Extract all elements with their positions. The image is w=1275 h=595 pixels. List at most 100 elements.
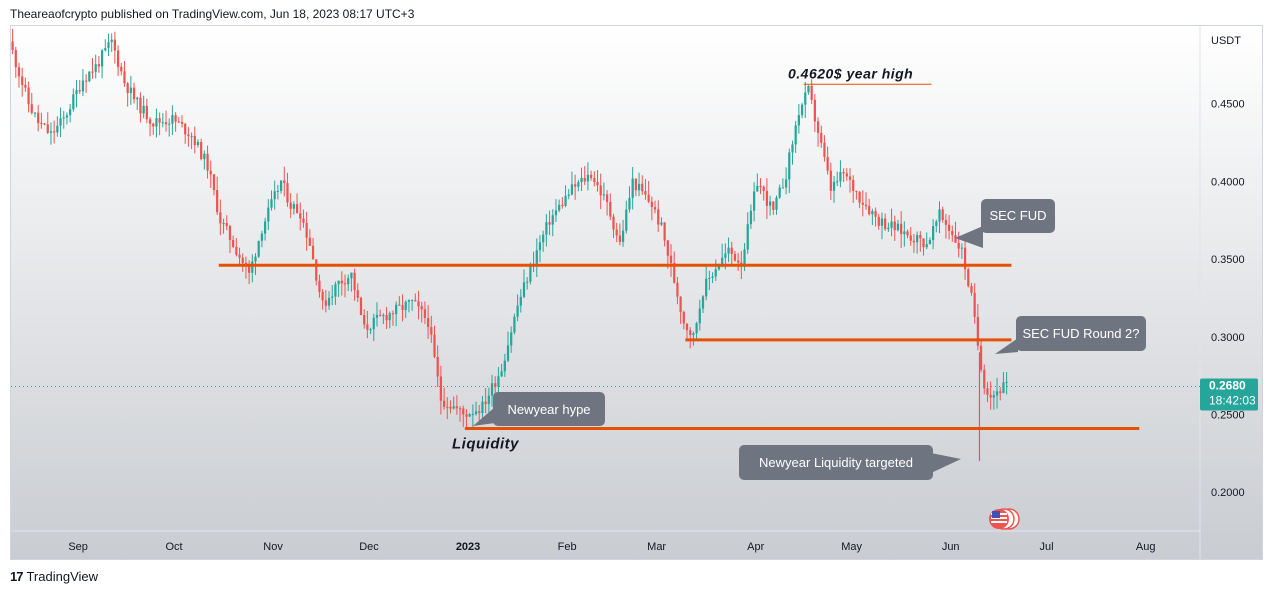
candle-body	[21, 76, 24, 85]
candle-body	[995, 391, 999, 396]
candle-body	[104, 48, 107, 51]
candle-body	[960, 247, 963, 249]
price-tick-label: 0.2500	[1211, 409, 1245, 421]
candle-body	[615, 229, 618, 236]
candle-body	[727, 247, 730, 254]
liquidity-label[interactable]: Liquidity	[452, 435, 519, 452]
candle-body	[225, 223, 228, 227]
candle-body	[142, 105, 145, 114]
candle-body	[62, 117, 65, 119]
candle-body	[836, 181, 839, 183]
candle-body	[212, 174, 216, 191]
candle-body	[567, 194, 570, 196]
candle-body	[446, 406, 449, 408]
time-tick-label: Sep	[68, 541, 88, 553]
candle-body	[788, 152, 791, 180]
candle-body	[200, 142, 203, 160]
candle-body	[970, 285, 973, 293]
candle-body	[737, 260, 740, 263]
candle-body	[168, 123, 171, 125]
candle-body	[407, 300, 411, 302]
candle-body	[689, 330, 692, 336]
candle-body	[973, 292, 976, 317]
sec-fud-round2-callout[interactable]: SEC FUD Round 2?	[995, 316, 1146, 354]
candle-body	[701, 296, 705, 309]
candle-body	[663, 222, 666, 241]
candles-layer	[11, 28, 1008, 462]
candle-body	[813, 99, 816, 122]
candle-body	[506, 345, 510, 361]
time-axis[interactable]: Sep Oct Nov Dec 2023 Feb Mar Apr May Jun Jul Aug	[68, 541, 1155, 553]
candle-body	[180, 121, 184, 124]
candle-body	[161, 122, 164, 124]
candle-body	[184, 123, 187, 135]
time-tick-label: Dec	[359, 541, 379, 553]
candle-body	[350, 272, 353, 279]
candle-body	[503, 360, 506, 372]
chart-area[interactable]: 0.2000 0.2500 0.3000 0.3500 0.4000 0.4500 Sep…	[10, 25, 1263, 560]
price-axis[interactable]: 0.2000 0.2500 0.3000 0.3500 0.4000 0.4500	[1211, 99, 1245, 499]
newyear-liquidity-text: Newyear Liquidity targeted	[759, 455, 913, 470]
candle-body	[625, 209, 628, 231]
candle-body	[784, 179, 788, 188]
candlestick-chart[interactable]: 0.2000 0.2500 0.3000 0.3500 0.4000 0.4500 Sep…	[11, 26, 1262, 559]
candle-body	[372, 317, 375, 330]
candle-body	[679, 296, 682, 313]
candle-body	[318, 280, 321, 292]
candle-body	[605, 194, 609, 202]
newyear-liquidity-callout[interactable]: Newyear Liquidity targeted	[739, 445, 961, 480]
candle-body	[158, 118, 161, 123]
price-tick-label: 0.4000	[1211, 176, 1245, 188]
candle-body	[538, 242, 542, 251]
candle-body	[411, 300, 414, 302]
candle-body	[379, 314, 382, 316]
candle-body	[922, 238, 925, 248]
candle-body	[27, 87, 30, 105]
candle-body	[682, 312, 685, 324]
newyear-hype-callout[interactable]: Newyear hype	[473, 392, 605, 426]
candle-body	[251, 261, 254, 273]
candle-body	[979, 345, 983, 370]
candle-body	[267, 207, 270, 222]
candle-body	[401, 305, 404, 310]
candle-body	[404, 301, 407, 310]
candle-body	[155, 118, 158, 127]
price-tick-label: 0.4500	[1211, 99, 1245, 111]
candle-body	[417, 301, 420, 307]
candle-body	[46, 124, 49, 133]
candle-body	[366, 324, 369, 330]
candle-body	[1005, 381, 1008, 383]
candle-body	[839, 172, 842, 182]
candle-body	[561, 204, 564, 206]
candle-body	[468, 414, 471, 417]
candle-body	[481, 401, 484, 414]
candle-body	[542, 234, 545, 243]
candle-body	[209, 170, 212, 175]
tradingview-footer[interactable]: 17 TradingView	[10, 569, 98, 584]
candle-body	[925, 244, 928, 248]
candle-body	[430, 327, 433, 335]
time-tick-label: Feb	[558, 541, 577, 553]
candle-body	[228, 226, 232, 240]
levels-layer	[218, 83, 1140, 430]
candle-body	[938, 209, 941, 222]
candle-body	[315, 259, 318, 281]
candle-body	[116, 50, 120, 67]
candle-body	[935, 221, 938, 226]
candle-body	[241, 257, 244, 264]
candle-body	[385, 315, 388, 321]
candle-body	[583, 177, 586, 182]
candle-body	[59, 118, 62, 126]
sec-fud-callout[interactable]: SEC FUD	[955, 199, 1055, 248]
candle-body	[535, 250, 538, 264]
candle-body	[187, 134, 190, 137]
candle-body	[33, 112, 37, 114]
year-high-label[interactable]: 0.4620$ year high	[788, 65, 913, 81]
us-flag-event-icon[interactable]	[989, 508, 1020, 530]
candle-body	[631, 178, 634, 198]
candle-body	[462, 408, 465, 415]
candle-body	[72, 94, 75, 110]
candle-body	[305, 222, 308, 238]
candle-body	[152, 123, 155, 127]
candle-body	[855, 190, 858, 192]
